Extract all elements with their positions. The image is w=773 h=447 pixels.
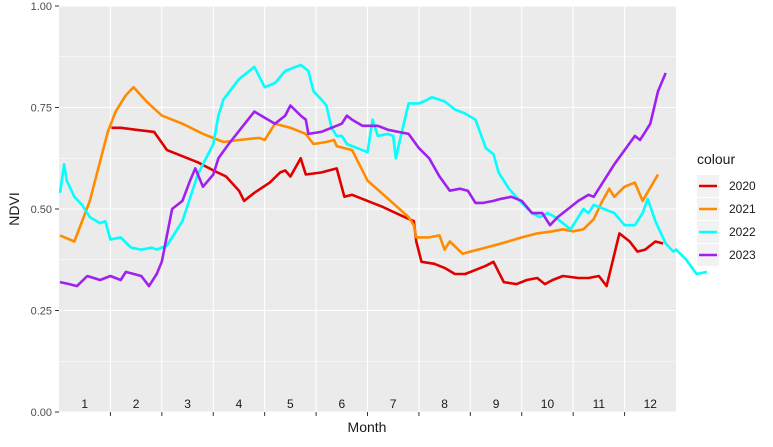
series-line-2022 [58, 63, 708, 276]
legend-label: 2022 [729, 225, 756, 239]
y-tick-label: 0.75 [31, 103, 52, 115]
y-tick-label: 0.00 [31, 407, 52, 419]
legend-item-2021: 2021 [697, 198, 756, 220]
legend-label: 2020 [729, 179, 756, 193]
x-tick-label: 10 [541, 397, 555, 411]
x-tick-labels: 1 2 3 4 5 6 7 8 9 10 11 12 [81, 397, 657, 411]
x-tick-label: 7 [390, 397, 397, 411]
legend: colour 2020 2021 2022 2023 [697, 151, 756, 266]
x-axis-ticks [109, 412, 626, 416]
series-line-2021 [59, 85, 660, 255]
legend-label: 2023 [729, 248, 756, 262]
x-tick-label: 1 [81, 397, 88, 411]
x-tick-label: 12 [644, 397, 658, 411]
x-axis-title: Month [348, 419, 387, 435]
x-tick-label: 5 [287, 397, 294, 411]
series-layer [58, 63, 708, 288]
legend-item-2023: 2023 [697, 244, 756, 266]
y-tick-label: 0.50 [31, 204, 52, 216]
x-tick-label: 11 [593, 397, 606, 411]
legend-item-2022: 2022 [697, 221, 756, 243]
x-tick-label: 9 [493, 397, 500, 411]
x-tick-label: 3 [184, 397, 191, 411]
x-tick-label: 8 [441, 397, 448, 411]
series-line-2023 [59, 72, 667, 288]
x-tick-label: 6 [338, 397, 345, 411]
y-tick-label: 1.00 [31, 1, 52, 13]
x-tick-label: 4 [236, 397, 243, 411]
y-axis-title: NDVI [6, 192, 22, 225]
legend-title: colour [697, 151, 735, 167]
major-gridlines [59, 5, 676, 413]
y-tick-label: 0.25 [31, 306, 52, 318]
legend-label: 2021 [729, 202, 756, 216]
x-tick-label: 2 [133, 397, 140, 411]
y-axis: 0.00 0.25 0.50 0.75 1.00 [31, 1, 59, 419]
legend-item-2020: 2020 [697, 175, 756, 197]
series-line-2020 [111, 126, 664, 288]
legend-items: 2020 2021 2022 2023 [697, 175, 756, 266]
